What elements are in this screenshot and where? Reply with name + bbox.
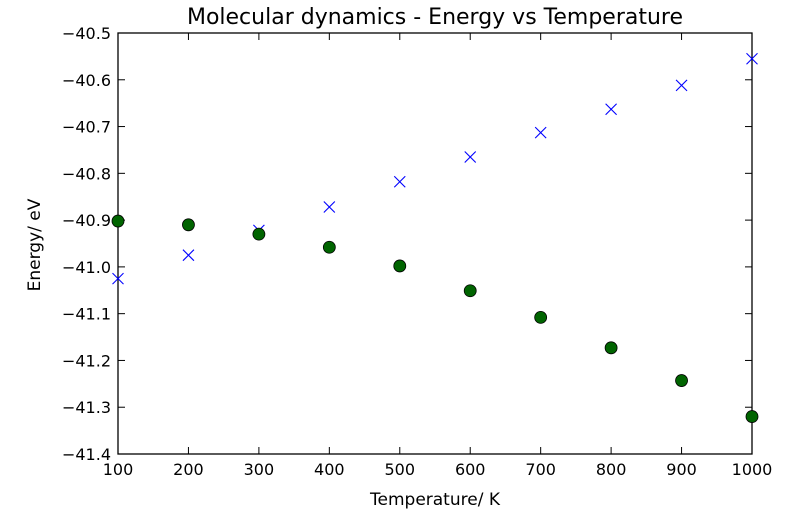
data-point-cross <box>605 103 617 116</box>
y-tick-label: −41.1 <box>62 305 111 324</box>
x-tick-label: 300 <box>244 460 275 479</box>
y-tick-label: −40.6 <box>62 71 111 90</box>
chart-title: Molecular dynamics - Energy vs Temperatu… <box>187 5 683 30</box>
data-point-circle <box>182 218 195 232</box>
x-axis-label: Temperature/ K <box>369 490 501 510</box>
y-tick-label: −41.2 <box>62 351 111 370</box>
data-point-circle <box>675 374 688 387</box>
data-point-circle <box>111 214 125 228</box>
y-tick-label: −41.3 <box>62 398 111 417</box>
data-point-circle <box>322 240 336 254</box>
data-point-cross <box>182 249 195 262</box>
y-tick-label: −40.5 <box>62 24 111 43</box>
x-tick-label: 200 <box>173 460 204 479</box>
data-point-circle <box>393 259 407 273</box>
x-tick-label: 400 <box>314 460 345 479</box>
y-tick-label: −40.8 <box>62 164 111 183</box>
data-point-cross <box>675 79 688 92</box>
data-point-cross <box>393 175 406 188</box>
y-tick-label: −41.4 <box>62 445 111 464</box>
x-tick-label: 100 <box>103 460 134 479</box>
x-tick-label: 500 <box>385 460 416 479</box>
data-point-cross <box>464 151 477 163</box>
data-point-cross <box>323 201 336 213</box>
data-point-circle <box>463 284 477 298</box>
data-point-cross <box>112 272 124 285</box>
y-tick-label: −40.7 <box>62 118 111 137</box>
data-point-cross <box>534 126 547 139</box>
data-point-circle <box>604 341 618 355</box>
x-tick-label: 1000 <box>732 460 773 479</box>
plot-area: 100 200 300 400 500 600 700 800 900 1000 −40.5 −40.… <box>62 24 772 479</box>
x-tick-label: 800 <box>596 460 627 479</box>
data-point-cross <box>746 52 758 65</box>
x-tick-label: 900 <box>666 460 697 479</box>
y-tick-label: −41.0 <box>62 258 111 277</box>
data-point-circle <box>252 227 266 241</box>
x-tick-label: 700 <box>525 460 556 479</box>
y-axis-label: Energy/ eV <box>25 198 45 291</box>
data-point-circle <box>745 410 759 423</box>
y-tick-label: −40.9 <box>62 211 111 230</box>
x-tick-label: 600 <box>455 460 486 479</box>
data-point-circle <box>534 311 548 324</box>
plot-frame <box>117 32 753 455</box>
